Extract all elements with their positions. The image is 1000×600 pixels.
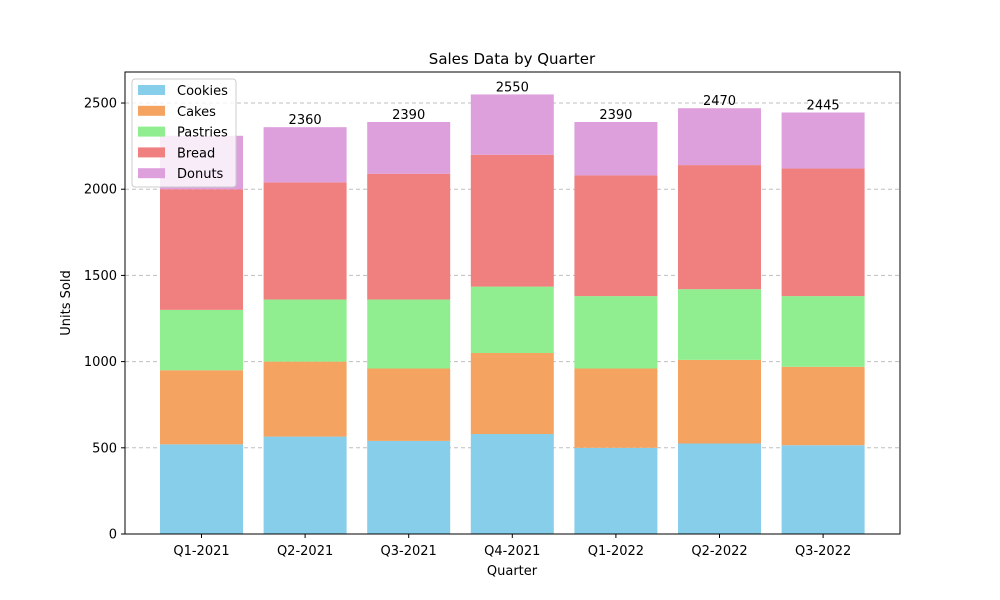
bar-segment-cookies	[470, 434, 554, 534]
bar-total-label: 2550	[496, 80, 529, 95]
bar-segment-pastries	[367, 299, 451, 369]
bar-segment-pastries	[781, 296, 865, 367]
bar-segment-bread	[263, 182, 347, 300]
total-labels: 2360 2390 2550 2390 2470 2445	[289, 80, 840, 128]
bar-segment-bread	[367, 173, 451, 300]
legend-entry-label: Cookies	[177, 84, 228, 99]
legend-swatch	[138, 105, 165, 116]
x-axis-ticks: Q1-2021 Q2-2021 Q3-2021 Q4-2021 Q1-2022 Q2-20…	[173, 534, 851, 559]
bar-total-label: 2390	[599, 108, 632, 123]
y-tick-label: 1500	[84, 269, 117, 284]
y-tick-label: 0	[109, 528, 117, 543]
x-axis-label: Quarter	[487, 564, 538, 579]
bar-segment-pastries	[263, 299, 347, 362]
y-tick-label: 1000	[84, 355, 117, 370]
x-tick-label: Q2-2021	[277, 544, 333, 559]
bar-segment-pastries	[470, 286, 554, 353]
legend-swatch	[138, 85, 165, 95]
bar-total-label: 2360	[289, 113, 322, 128]
bar-total-label: 2470	[703, 94, 736, 109]
bar-segment-donuts	[470, 94, 554, 155]
legend-entry-label: Donuts	[177, 167, 224, 182]
bar-segment-donuts	[781, 112, 865, 169]
legend: Cookies Cakes Pastries Bread Donuts	[131, 78, 237, 188]
y-tick-label: 2000	[84, 183, 117, 198]
bar-segment-cakes	[678, 359, 761, 444]
legend-swatch	[138, 126, 165, 137]
bar-segment-cakes	[781, 366, 865, 446]
legend-entry-label: Pastries	[177, 126, 228, 141]
bar-total-label: 2390	[392, 108, 425, 123]
bar-total-label: 2445	[807, 99, 840, 114]
bar-segment-pastries	[574, 296, 658, 369]
bar-segment-donuts	[574, 121, 658, 176]
bar-segment-bread	[678, 165, 761, 290]
legend-swatch	[138, 168, 165, 179]
bar-segment-bread	[470, 154, 554, 287]
legend-swatch	[138, 147, 165, 158]
y-axis-ticks: 0 500 1000 1500 2000 2500	[84, 97, 125, 543]
x-tick-label: Q2-2022	[691, 544, 747, 559]
bar-segment-cakes	[263, 361, 347, 437]
bar-segment-cookies	[678, 443, 761, 534]
bar-segment-bread	[160, 189, 243, 310]
x-tick-label: Q1-2022	[588, 544, 644, 559]
bar-segment-donuts	[678, 108, 761, 166]
x-tick-label: Q3-2022	[795, 544, 851, 559]
bar-segment-bread	[574, 175, 658, 297]
bar-segment-pastries	[160, 309, 243, 371]
bar-segment-cakes	[367, 368, 451, 441]
bars-group	[160, 94, 865, 534]
bar-segment-cookies	[160, 444, 243, 534]
x-tick-label: Q3-2021	[381, 544, 437, 559]
y-tick-label: 500	[92, 441, 117, 456]
y-axis-label: Units Sold	[59, 270, 74, 335]
y-tick-label: 2500	[84, 97, 117, 112]
bar-segment-pastries	[678, 289, 761, 360]
bar-segment-cakes	[160, 370, 243, 445]
bar-segment-donuts	[367, 121, 451, 174]
bar-segment-donuts	[263, 127, 347, 183]
chart-title: Sales Data by Quarter	[429, 50, 596, 68]
x-tick-label: Q1-2021	[173, 544, 229, 559]
bar-segment-cookies	[367, 440, 451, 534]
bar-segment-bread	[781, 168, 865, 297]
legend-entry-label: Bread	[177, 146, 215, 161]
bar-segment-cookies	[781, 445, 865, 534]
bar-segment-cookies	[263, 436, 347, 534]
bar-segment-cookies	[574, 447, 658, 534]
legend-entry-label: Cakes	[177, 105, 216, 120]
x-tick-label: Q4-2021	[484, 544, 540, 559]
bar-segment-cakes	[470, 352, 554, 435]
bar-segment-cakes	[574, 368, 658, 448]
